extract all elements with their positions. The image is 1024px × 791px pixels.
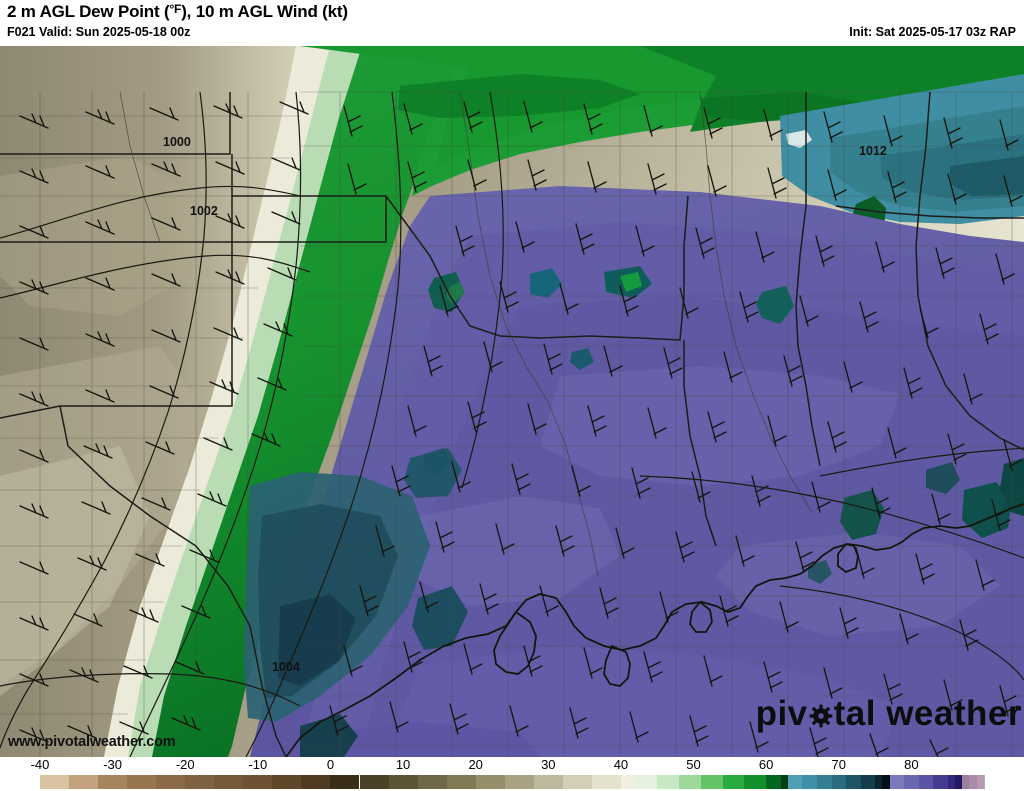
colorbar-swatch bbox=[889, 775, 905, 789]
colorbar-tick: -30 bbox=[103, 757, 123, 772]
isobar-contours bbox=[0, 91, 1024, 757]
colorbar-swatch bbox=[504, 775, 534, 789]
colorbar-swatch bbox=[679, 775, 701, 789]
colorbar-swatch bbox=[875, 775, 883, 789]
colorbar-swatch bbox=[744, 775, 767, 789]
colorbar-swatch bbox=[214, 775, 244, 789]
colorbar-tick: -20 bbox=[175, 757, 195, 772]
wind-barbs bbox=[19, 101, 1023, 757]
colorbar-swatch bbox=[591, 775, 621, 789]
title-degree-unit: °F bbox=[169, 2, 182, 16]
colorbar-tick: 30 bbox=[541, 757, 556, 772]
colorbar-swatch bbox=[272, 775, 302, 789]
gear-icon bbox=[808, 703, 834, 729]
colorbar-swatch bbox=[700, 775, 723, 789]
colorbar-swatch bbox=[98, 775, 128, 789]
colorbar-swatch bbox=[388, 775, 418, 789]
colorbar-swatch bbox=[780, 775, 788, 789]
colorbar-swatch bbox=[860, 775, 876, 789]
colorbar-tick: -40 bbox=[30, 757, 50, 772]
isobar-label: 1004 bbox=[272, 660, 300, 674]
colorbar-swatch bbox=[904, 775, 919, 789]
colorbar-swatch bbox=[359, 775, 389, 789]
colorbar-swatch bbox=[962, 775, 970, 789]
colorbar-tick: 60 bbox=[758, 757, 774, 772]
colorbar-swatch bbox=[976, 775, 984, 789]
colorbar-tick: 70 bbox=[831, 757, 846, 772]
coastline bbox=[285, 503, 1024, 757]
colorbar-swatch bbox=[446, 775, 476, 789]
colorbar-swatch bbox=[156, 775, 186, 789]
colorbar-swatch bbox=[954, 775, 963, 789]
isobar-label: 1000 bbox=[163, 135, 191, 149]
isobar-label: 1002 bbox=[190, 204, 218, 218]
colorbar-tick: 0 bbox=[326, 757, 335, 772]
colorbar-tick: 80 bbox=[904, 757, 919, 772]
colorbar-swatch bbox=[69, 775, 99, 789]
isobar-label-group: 1000 1002 1012 1004 bbox=[163, 135, 887, 674]
colorbar-swatch bbox=[475, 775, 505, 789]
colorbar-swatch bbox=[417, 775, 447, 789]
colorbar-swatch bbox=[947, 775, 955, 789]
brand-watermark: piv tal weather bbox=[755, 694, 1022, 733]
colorbar-swatch bbox=[562, 775, 592, 789]
colorbar-swatch bbox=[882, 775, 890, 789]
colorbar-tick: 40 bbox=[613, 757, 629, 772]
map-graphic: 1000 1002 1012 1004 bbox=[0, 46, 1024, 757]
colorbar-swatch bbox=[933, 775, 948, 789]
colorbar-swatch bbox=[802, 775, 817, 789]
colorbar-tick: 10 bbox=[395, 757, 411, 772]
isobar-label: 1012 bbox=[859, 144, 887, 158]
map-header: 2 m AGL Dew Point (°F), 10 m AGL Wind (k… bbox=[0, 0, 1024, 46]
hydrography bbox=[119, 91, 813, 577]
colorbar-legend: -40 -30 -20 -10 0 10 20 30 40 50 60 70 80 bbox=[0, 757, 1024, 791]
colorbar-tick: 20 bbox=[468, 757, 483, 772]
page-title: 2 m AGL Dew Point (°F), 10 m AGL Wind (k… bbox=[7, 2, 348, 22]
colorbar-swatch bbox=[816, 775, 832, 789]
colorbar-swatch bbox=[301, 775, 331, 789]
colorbar-swatch bbox=[533, 775, 563, 789]
colorbar-swatch bbox=[969, 775, 977, 789]
colorbar-swatch bbox=[846, 775, 861, 789]
colorbar-swatch bbox=[330, 775, 360, 789]
init-time-label: Init: Sat 2025-05-17 03z RAP bbox=[849, 25, 1016, 39]
colorbar-swatch bbox=[831, 775, 847, 789]
colorbar-swatch bbox=[127, 775, 157, 789]
site-url-watermark: www.pivotalweather.com bbox=[8, 734, 176, 750]
colorbar-gradient[interactable] bbox=[40, 775, 985, 789]
map-canvas[interactable]: 1000 1002 1012 1004 www.pivotalweather.c… bbox=[0, 46, 1024, 757]
colorbar-swatch bbox=[766, 775, 781, 789]
colorbar-tick: 50 bbox=[686, 757, 701, 772]
colorbar-swatch bbox=[635, 775, 658, 789]
colorbar-swatch bbox=[243, 775, 273, 789]
valid-time-label: F021 Valid: Sun 2025-05-18 00z bbox=[7, 25, 191, 39]
colorbar-tick-labels: -40 -30 -20 -10 0 10 20 30 40 50 60 70 80 bbox=[0, 757, 1024, 775]
colorbar-swatch bbox=[722, 775, 745, 789]
colorbar-swatch bbox=[657, 775, 679, 789]
colorbar-swatch bbox=[984, 775, 985, 789]
colorbar-swatch bbox=[620, 775, 636, 789]
colorbar-swatch bbox=[185, 775, 215, 789]
colorbar-swatch bbox=[787, 775, 803, 789]
colorbar-swatch bbox=[40, 775, 70, 789]
colorbar-tick: -10 bbox=[248, 757, 268, 772]
colorbar-swatch bbox=[918, 775, 934, 789]
